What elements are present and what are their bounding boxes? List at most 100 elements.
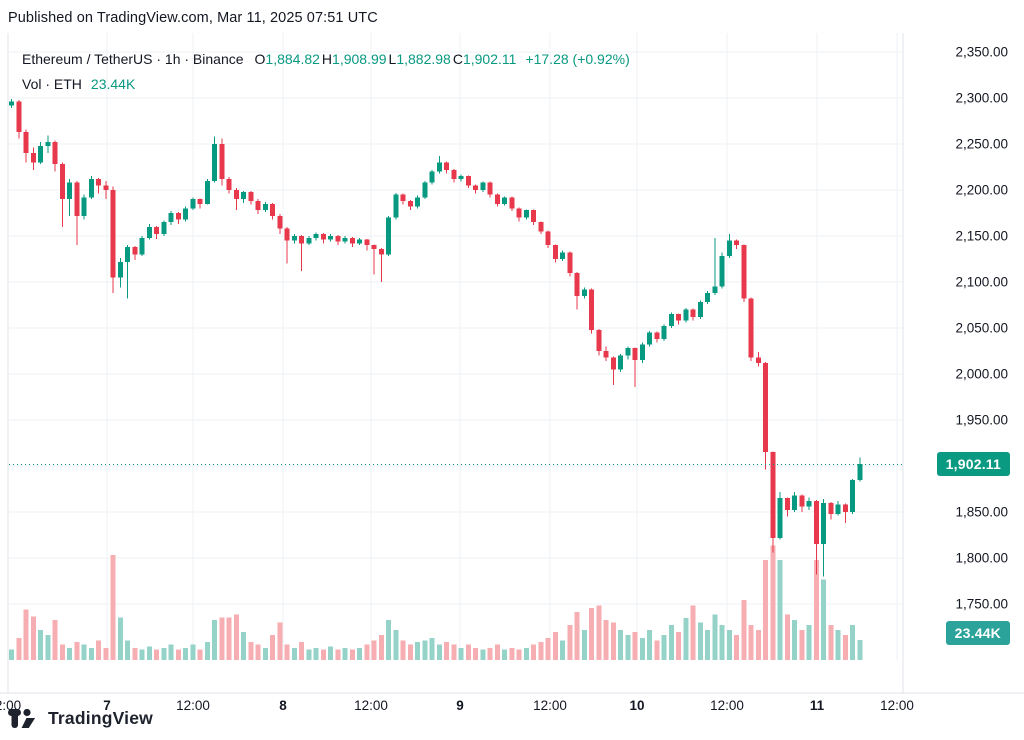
volume-bar	[67, 648, 72, 660]
candle-wick	[844, 503, 846, 524]
volume-bar	[110, 554, 116, 660]
candle-body	[799, 495, 805, 507]
volume-bar	[690, 605, 696, 660]
candle-body	[415, 197, 420, 207]
candle-body	[262, 203, 268, 211]
volume-bar	[683, 618, 689, 660]
volume-bar	[429, 637, 435, 660]
candle-body	[494, 194, 500, 204]
volume-bar	[538, 642, 544, 660]
candle-body	[364, 239, 370, 246]
candle-body	[161, 222, 167, 235]
candle-body	[821, 502, 826, 545]
volume-bar	[371, 640, 377, 660]
candle-body	[400, 194, 406, 202]
volume-bar	[248, 642, 254, 660]
ohlc-c-value: C1,902.11	[452, 51, 517, 67]
volume-bar	[59, 644, 65, 660]
last-price-badge: 1,902.11	[936, 452, 1010, 477]
candle-body	[509, 197, 515, 209]
candle-body	[589, 289, 594, 330]
volume-bar	[386, 619, 391, 660]
volume-bar	[335, 649, 341, 660]
candle-body	[378, 248, 384, 255]
candle-body	[857, 464, 863, 480]
price-axis-label: 1,800.00	[955, 550, 1008, 566]
candle-body	[255, 201, 261, 211]
candle-body	[480, 182, 486, 190]
candle-body	[52, 142, 58, 165]
price-axis-label: 2,150.00	[955, 228, 1008, 244]
ohlc-values: O1,884.82 H1,908.99 L1,882.98 C1,902.11	[253, 47, 517, 72]
candle-body	[741, 245, 747, 299]
candle-body	[792, 495, 797, 511]
volume-bar	[16, 637, 22, 660]
volume-bar	[422, 640, 428, 660]
price-axis-label: 2,100.00	[955, 274, 1008, 290]
volume-bar	[654, 640, 660, 660]
candle-body	[603, 351, 609, 358]
candle-body	[465, 176, 471, 186]
candle-body	[444, 162, 449, 170]
brand-text: TradingView	[48, 707, 153, 728]
footer-brand[interactable]: TradingView	[8, 703, 153, 733]
legend[interactable]: Ethereum / TetherUS · 1h · Binance O1,88…	[22, 47, 630, 97]
volume-bar	[364, 644, 370, 660]
volume-bar	[306, 649, 312, 660]
volume-bar	[465, 644, 471, 660]
candle-body	[516, 208, 522, 218]
candle-body	[16, 101, 22, 133]
candle-body	[697, 302, 703, 317]
volume-bar	[400, 640, 406, 660]
candle-body	[610, 357, 616, 370]
chart-area[interactable]: Ethereum / TetherUS · 1h · Binance O1,88…	[0, 33, 1024, 713]
time-axis-label: 12:00	[176, 698, 210, 713]
volume-bar	[828, 624, 834, 660]
volume-bar	[821, 579, 826, 660]
volume-bar	[531, 644, 536, 660]
candle-body	[676, 314, 681, 321]
change-value: +17.28 (+0.92%)	[525, 51, 630, 67]
legend-symbol-row[interactable]: Ethereum / TetherUS · 1h · Binance O1,88…	[22, 47, 630, 72]
candle-body	[393, 194, 399, 218]
candle-wick	[380, 247, 382, 282]
candle-body	[23, 132, 29, 154]
candle-body	[436, 162, 442, 172]
symbol-title: Ethereum / TetherUS · 1h · Binance	[22, 51, 244, 67]
candle-body	[110, 190, 116, 278]
candle-body	[777, 498, 783, 538]
candle-body	[175, 213, 181, 220]
volume-bar	[480, 649, 486, 660]
candle-body	[596, 329, 602, 351]
volume-bar	[52, 619, 58, 660]
candle-body	[719, 256, 725, 287]
candle-body	[371, 245, 377, 249]
volume-bar	[502, 649, 507, 660]
candle-body	[81, 197, 87, 216]
time-axis-label: 12:00	[880, 698, 914, 713]
candle-body	[74, 182, 80, 216]
candle-body	[639, 344, 645, 361]
candle-body	[342, 237, 348, 242]
volume-bar	[748, 624, 754, 660]
volume-badge: 23.44K	[945, 621, 1010, 645]
candle-body	[458, 176, 464, 179]
volume-bar	[168, 644, 174, 660]
volume-bar	[676, 631, 681, 660]
volume-bar	[23, 609, 29, 660]
candle-body	[523, 210, 529, 218]
legend-volume-row[interactable]: Vol · ETH 23.44K	[22, 72, 630, 97]
volume-bar	[734, 635, 739, 660]
candle-body	[139, 237, 145, 255]
candle-body	[132, 247, 138, 255]
candle-body	[59, 164, 65, 200]
volume-bar	[777, 559, 783, 660]
volume-bar	[726, 630, 732, 660]
chart-canvas[interactable]	[0, 33, 1024, 694]
candle-body	[567, 252, 573, 273]
volume-bar	[38, 630, 43, 660]
time-axis-label: 11	[809, 698, 825, 713]
price-axis[interactable]: 1,902.11 23.44K 2,350.00 2,300.00 2,250.00…	[903, 33, 1024, 694]
candle-body	[146, 226, 152, 238]
